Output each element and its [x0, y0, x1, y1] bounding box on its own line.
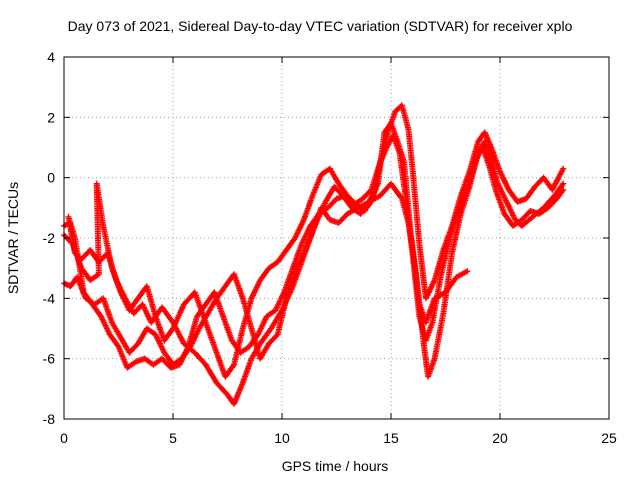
x-tick-label: 25	[601, 430, 617, 446]
x-tick-label: 10	[274, 430, 290, 446]
data-points	[61, 102, 567, 407]
y-axis-label: SDTVAR / TECUs	[5, 182, 21, 294]
grid-lines	[64, 57, 609, 419]
data-point	[464, 268, 471, 275]
data-point	[230, 363, 237, 370]
data-point	[560, 165, 567, 172]
x-tick-label: 20	[492, 430, 508, 446]
data-point	[560, 186, 567, 193]
y-tick-label: 4	[47, 49, 55, 65]
y-tick-label: -4	[43, 290, 56, 306]
y-tick-label: 0	[47, 170, 55, 186]
y-tick-label: -6	[43, 351, 56, 367]
data-point	[559, 188, 566, 195]
data-point	[560, 180, 567, 187]
x-tick-label: 0	[60, 430, 68, 446]
x-tick-label: 15	[383, 430, 399, 446]
data-point	[559, 182, 566, 189]
y-tick-label: -2	[43, 230, 56, 246]
y-tick-label: 2	[47, 109, 55, 125]
x-axis-label: GPS time / hours	[282, 458, 389, 474]
x-tick-label: 5	[169, 430, 177, 446]
plot-frame	[63, 56, 610, 420]
tick-labels: 0 5 10 15 20 25 -8 -6 -4 -2 0 2 4	[43, 49, 617, 446]
chart-title: Day 073 of 2021, Sidereal Day-to-day VTE…	[67, 18, 573, 34]
y-tick-label: -8	[43, 411, 56, 427]
data-point	[273, 332, 280, 339]
